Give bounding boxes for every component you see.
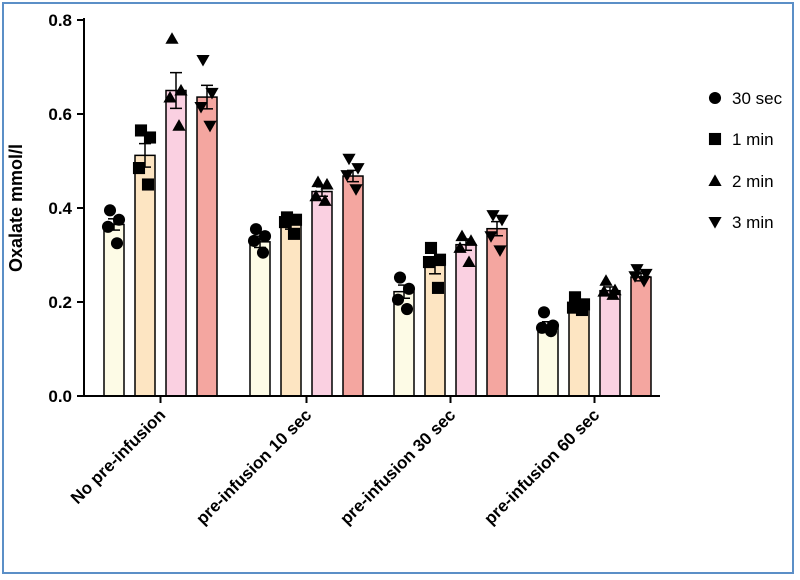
legend-label: 30 sec: [732, 89, 783, 108]
data-point: [205, 87, 219, 100]
legend-label: 2 min: [732, 172, 774, 191]
data-point: [351, 163, 365, 175]
data-point: [544, 325, 558, 338]
bar: [599, 289, 621, 397]
data-point: [203, 120, 217, 133]
y-tick-label: 0.4: [48, 199, 72, 218]
data-point: [112, 213, 126, 226]
data-point: [486, 210, 500, 222]
data-point: [391, 293, 405, 306]
data-point: [247, 234, 261, 247]
bar: [196, 96, 218, 397]
data-point: [597, 285, 611, 297]
bar: [249, 241, 271, 397]
data-point: [110, 237, 124, 250]
legend: 30 sec 1 min 2 min 3 min: [708, 89, 783, 232]
data-point: [163, 90, 177, 103]
y-tick-label: 0.6: [48, 105, 72, 124]
bar: [342, 175, 364, 397]
data-point: [433, 253, 447, 266]
data-point: [249, 223, 263, 236]
y-tick-label: 0.0: [48, 387, 72, 406]
data-point: [256, 246, 270, 259]
data-point: [172, 119, 186, 131]
data-point: [453, 241, 467, 253]
data-point: [196, 55, 210, 67]
data-point: [393, 271, 407, 284]
data-point: [422, 256, 436, 269]
data-point: [493, 245, 507, 257]
bar: [280, 223, 302, 397]
data-point: [628, 271, 642, 283]
data-point: [455, 229, 469, 242]
data-point: [258, 230, 272, 243]
data-point: [349, 184, 363, 196]
data-point: [495, 214, 509, 227]
bar: [630, 276, 652, 397]
data-point: [309, 189, 323, 202]
data-point: [424, 241, 438, 254]
data-point: [165, 32, 179, 44]
data-point: [599, 274, 613, 286]
legend-marker: [708, 132, 722, 146]
data-point: [630, 264, 644, 276]
y-axis-label: Oxalate mmol/l: [6, 144, 26, 272]
y-tick-label: 0.8: [48, 11, 72, 30]
data-point: [537, 306, 551, 319]
data-point: [320, 177, 334, 190]
x-tick-label: pre-infusion 30 sec: [336, 405, 459, 528]
data-point: [484, 231, 498, 243]
data-point: [174, 83, 188, 96]
x-tick-label: pre-infusion 60 sec: [480, 405, 603, 528]
bar: [568, 306, 590, 397]
bar: [165, 89, 187, 397]
legend-marker: [708, 174, 722, 186]
figure-frame: [2, 2, 794, 574]
bar: [537, 325, 559, 397]
data-point: [606, 288, 620, 300]
data-point: [311, 175, 325, 188]
data-point: [132, 162, 146, 175]
data-point: [575, 303, 589, 317]
legend-label: 1 min: [732, 130, 774, 149]
data-point: [141, 178, 155, 191]
data-point: [637, 275, 651, 288]
x-tick-label: pre-infusion 10 sec: [192, 405, 315, 528]
data-point: [318, 194, 332, 206]
data-point: [400, 303, 414, 316]
x-tick-label: No pre-infusion: [67, 405, 169, 507]
bar: [486, 227, 508, 397]
data-point: [342, 153, 356, 166]
data-point: [103, 204, 117, 217]
legend-label: 3 min: [732, 213, 774, 232]
data-point: [194, 102, 208, 114]
data-point: [402, 282, 416, 295]
data-point: [143, 131, 157, 144]
plot-area: 0.00.20.40.60.8No pre-infusion pre-infusi…: [48, 11, 660, 528]
data-point: [340, 170, 354, 182]
y-tick-label: 0.2: [48, 293, 72, 312]
data-point: [278, 216, 292, 229]
bar: [455, 243, 477, 397]
data-point: [639, 268, 653, 281]
bar: [134, 154, 156, 397]
legend-marker: [708, 91, 722, 105]
bar: [311, 190, 333, 397]
data-point: [101, 220, 115, 233]
data-point: [464, 234, 478, 246]
data-point: [462, 255, 476, 267]
data-point: [287, 227, 301, 240]
data-point: [289, 213, 303, 226]
data-point: [431, 281, 445, 294]
bar: [103, 223, 125, 397]
legend-marker: [708, 217, 722, 229]
